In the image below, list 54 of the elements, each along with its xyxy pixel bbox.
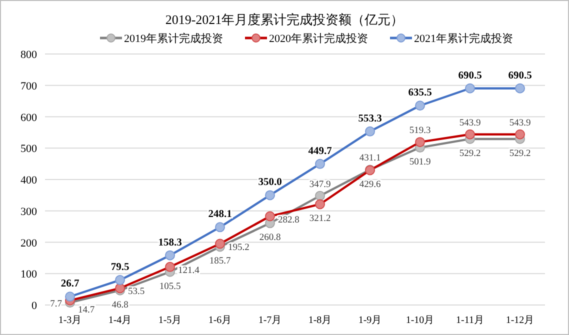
- x-tick-label: 1-11月: [456, 315, 484, 326]
- chart-title: 2019-2021年月度累计完成投资额（亿元）: [165, 12, 404, 27]
- x-tick-label: 1-6月: [208, 315, 232, 326]
- data-label: 158.3: [158, 237, 182, 248]
- x-tick-label: 1-12月: [506, 315, 534, 326]
- data-label: 195.2: [228, 242, 250, 253]
- data-label: 519.3: [409, 126, 431, 136]
- y-tick-label: 300: [20, 206, 38, 218]
- data-label: 553.3: [358, 113, 382, 124]
- data-label: 529.2: [459, 148, 481, 159]
- data-label: 282.8: [278, 215, 300, 226]
- data-label: 543.9: [459, 118, 481, 128]
- x-tick-label: 1-8月: [308, 315, 332, 326]
- data-label: 350.0: [258, 177, 282, 188]
- data-label: 105.5: [159, 282, 181, 292]
- y-tick-label: 700: [20, 80, 38, 92]
- data-label: 321.2: [309, 214, 331, 224]
- y-tick-label: 200: [20, 237, 38, 250]
- data-label: 79.5: [110, 262, 130, 274]
- x-tick-label: 1-7月: [258, 315, 282, 326]
- data-label: 690.5: [458, 70, 482, 82]
- x-tick-label: 1-3月: [58, 315, 82, 326]
- data-label: 260.8: [259, 233, 281, 244]
- x-tick-label: 1-10月: [406, 315, 434, 326]
- legend-label: 2021年累计完成投资: [414, 32, 513, 45]
- data-label: 248.1: [208, 209, 232, 220]
- data-label: 26.7: [60, 278, 80, 290]
- data-label: 347.9: [309, 180, 331, 190]
- data-label: 543.9: [509, 118, 531, 128]
- y-tick-label: 500: [20, 143, 38, 156]
- data-label: 529.2: [509, 148, 531, 159]
- data-label: 501.9: [409, 158, 431, 168]
- legend-label: 2020年累计完成投资: [269, 32, 368, 45]
- data-label: 635.5: [408, 88, 432, 99]
- data-label: 449.7: [308, 146, 332, 157]
- point: [315, 190, 325, 201]
- data-label: 7.7: [50, 300, 62, 310]
- y-tick-label: 800: [20, 49, 38, 61]
- data-label: 690.5: [508, 70, 532, 82]
- legend-label: 2019年累计完成投资: [124, 32, 223, 45]
- y-tick-label: 600: [20, 112, 38, 124]
- data-label: 46.8: [112, 300, 129, 310]
- y-tick-label: 100: [20, 268, 38, 281]
- data-label: 121.4: [178, 266, 200, 276]
- data-label: 431.1: [359, 154, 381, 164]
- data-label: 14.7: [78, 305, 95, 316]
- x-tick-label: 1-4月: [108, 315, 132, 326]
- y-tick-label: 400: [20, 174, 38, 186]
- data-label: 429.6: [359, 180, 381, 190]
- data-label: 53.5: [128, 287, 145, 298]
- data-label: 185.7: [209, 256, 231, 267]
- x-tick-label: 1-9月: [358, 315, 382, 326]
- y-tick-label: 0: [32, 300, 38, 312]
- x-tick-label: 1-5月: [158, 315, 182, 326]
